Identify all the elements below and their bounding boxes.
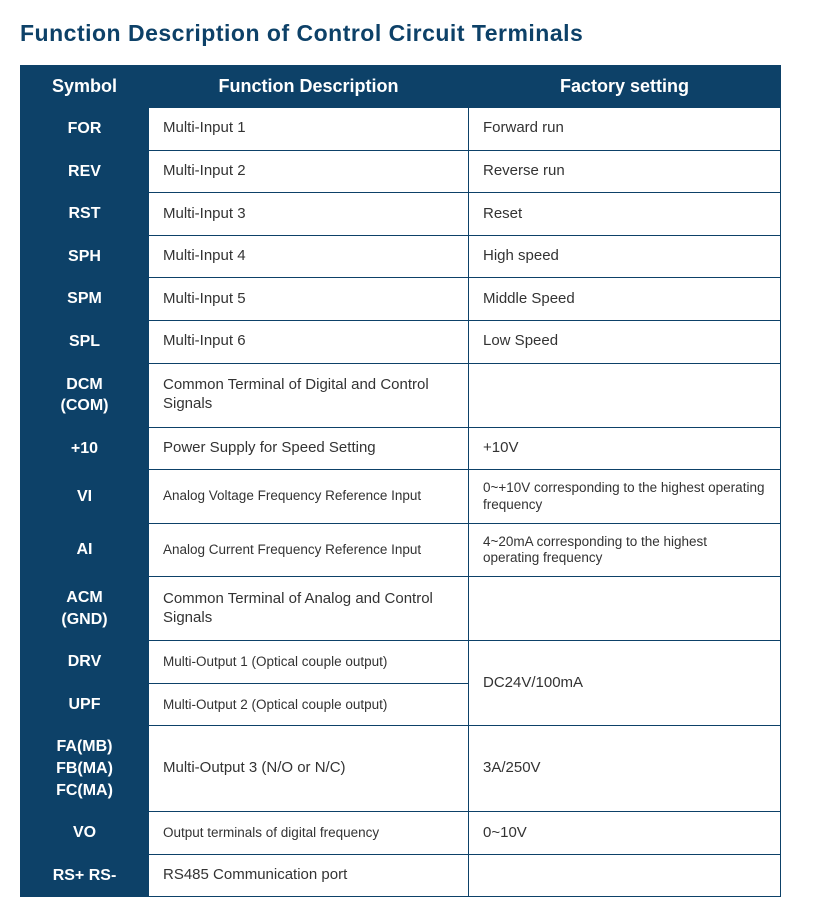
factory-cell [469,854,781,897]
function-cell: Common Terminal of Digital and Control S… [149,363,469,427]
symbol-cell: VO [21,812,149,855]
function-cell: Analog Current Frequency Reference Input [149,523,469,576]
table-row: AI Analog Current Frequency Reference In… [21,523,781,576]
symbol-cell: VI [21,470,149,523]
symbol-cell: RST [21,193,149,236]
header-symbol: Symbol [21,66,149,108]
symbol-cell: ACM (GND) [21,577,149,641]
function-cell: Power Supply for Speed Setting [149,427,469,470]
symbol-cell: UPF [21,683,149,726]
function-cell: Multi-Output 3 (N/O or N/C) [149,726,469,812]
symbol-cell: REV [21,150,149,193]
function-cell: Common Terminal of Analog and Control Si… [149,577,469,641]
factory-cell: DC24V/100mA [469,641,781,726]
table-row: SPH Multi-Input 4 High speed [21,235,781,278]
table-row: REV Multi-Input 2 Reverse run [21,150,781,193]
terminals-table: Symbol Function Description Factory sett… [20,65,781,897]
factory-cell: 4~20mA corresponding to the highest oper… [469,523,781,576]
symbol-cell: SPM [21,278,149,321]
table-row: ACM (GND) Common Terminal of Analog and … [21,577,781,641]
factory-cell: 0~+10V corresponding to the highest oper… [469,470,781,523]
table-row: VO Output terminals of digital frequency… [21,812,781,855]
table-row: FOR Multi-Input 1 Forward run [21,108,781,151]
page-title: Function Description of Control Circuit … [20,20,795,47]
function-cell: Multi-Input 1 [149,108,469,151]
factory-cell: Middle Speed [469,278,781,321]
header-function: Function Description [149,66,469,108]
function-cell: RS485 Communication port [149,854,469,897]
factory-cell: Reverse run [469,150,781,193]
symbol-cell: DCM (COM) [21,363,149,427]
function-cell: Multi-Input 3 [149,193,469,236]
table-row: VI Analog Voltage Frequency Reference In… [21,470,781,523]
factory-cell: Low Speed [469,320,781,363]
factory-cell: +10V [469,427,781,470]
factory-cell [469,363,781,427]
table-row: RST Multi-Input 3 Reset [21,193,781,236]
function-cell: Output terminals of digital frequency [149,812,469,855]
table-header-row: Symbol Function Description Factory sett… [21,66,781,108]
symbol-cell: SPH [21,235,149,278]
symbol-cell: +10 [21,427,149,470]
factory-cell: 3A/250V [469,726,781,812]
symbol-cell: AI [21,523,149,576]
table-row: FA(MB) FB(MA) FC(MA) Multi-Output 3 (N/O… [21,726,781,812]
symbol-cell: SPL [21,320,149,363]
symbol-cell: FOR [21,108,149,151]
factory-cell: Reset [469,193,781,236]
function-cell: Multi-Input 2 [149,150,469,193]
factory-cell: High speed [469,235,781,278]
function-cell: Analog Voltage Frequency Reference Input [149,470,469,523]
function-cell: Multi-Output 2 (Optical couple output) [149,683,469,726]
table-row: +10 Power Supply for Speed Setting +10V [21,427,781,470]
symbol-cell: DRV [21,641,149,684]
factory-cell: 0~10V [469,812,781,855]
header-factory: Factory setting [469,66,781,108]
table-row: DCM (COM) Common Terminal of Digital and… [21,363,781,427]
function-cell: Multi-Input 5 [149,278,469,321]
function-cell: Multi-Output 1 (Optical couple output) [149,641,469,684]
symbol-cell: FA(MB) FB(MA) FC(MA) [21,726,149,812]
table-row: SPL Multi-Input 6 Low Speed [21,320,781,363]
table-row: RS+ RS- RS485 Communication port [21,854,781,897]
table-row: DRV Multi-Output 1 (Optical couple outpu… [21,641,781,684]
factory-cell: Forward run [469,108,781,151]
table-row: SPM Multi-Input 5 Middle Speed [21,278,781,321]
factory-cell [469,577,781,641]
function-cell: Multi-Input 4 [149,235,469,278]
function-cell: Multi-Input 6 [149,320,469,363]
symbol-cell: RS+ RS- [21,854,149,897]
